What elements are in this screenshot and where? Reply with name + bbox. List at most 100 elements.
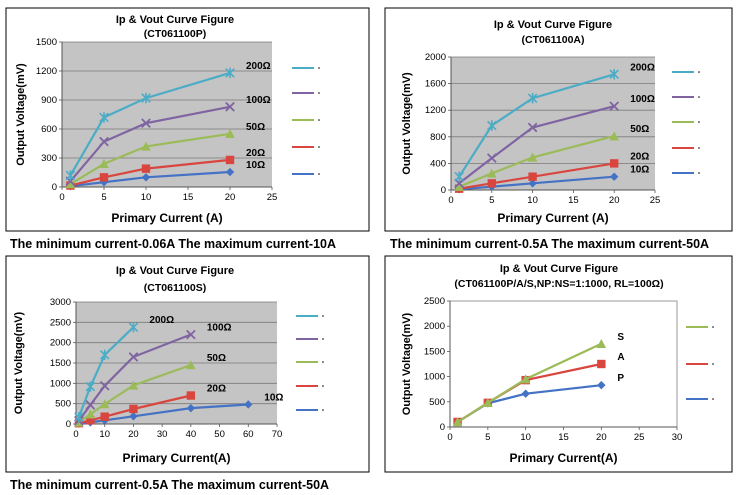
data-point bbox=[244, 400, 253, 409]
x-tick-label: 25 bbox=[650, 195, 661, 206]
data-point bbox=[129, 404, 138, 414]
legend-dot bbox=[318, 119, 320, 121]
series-label: 50Ω bbox=[207, 353, 226, 364]
y-tick-label: 600 bbox=[41, 124, 57, 135]
data-point bbox=[610, 172, 619, 181]
data-point bbox=[454, 181, 464, 191]
series-label: S bbox=[617, 332, 624, 343]
data-point bbox=[85, 409, 96, 419]
x-tick-label: 5 bbox=[489, 195, 494, 206]
data-point bbox=[610, 159, 619, 168]
data-point bbox=[225, 155, 235, 165]
series-line bbox=[459, 162, 615, 190]
x-tick-label: 10 bbox=[520, 432, 531, 443]
y-tick-label: 2000 bbox=[425, 52, 446, 63]
x-tick-label: 25 bbox=[634, 432, 645, 443]
legend-dot bbox=[322, 409, 324, 411]
legend-dot bbox=[318, 146, 320, 148]
data-point bbox=[225, 101, 235, 112]
y-tick-label: 500 bbox=[55, 399, 71, 410]
y-axis-label: Output Voltage(mV) bbox=[13, 311, 25, 414]
data-point bbox=[65, 170, 76, 181]
data-point bbox=[86, 416, 95, 425]
legend-dot bbox=[318, 67, 320, 69]
y-tick-label: 0 bbox=[66, 419, 71, 430]
chart-panel-3: 0 500 1000 1500 2000 2500 3000 0 10 20 30 40 50 60 70 I… bbox=[5, 255, 370, 473]
series-label: 200Ω bbox=[149, 315, 174, 326]
data-point bbox=[85, 400, 96, 410]
chart-panel-1: 0 300 600 900 1200 1500 0 5 10 15 20 25 Ip & Vout Cu… bbox=[5, 7, 370, 232]
plot-area bbox=[449, 300, 678, 428]
data-point bbox=[487, 120, 497, 131]
y-tick-label: 2500 bbox=[50, 317, 71, 328]
legend-dot bbox=[322, 361, 324, 363]
data-point bbox=[527, 122, 538, 133]
data-point bbox=[129, 412, 138, 421]
series-line bbox=[70, 158, 231, 187]
data-point bbox=[528, 172, 537, 181]
y-tick-label: 500 bbox=[429, 397, 445, 408]
data-point bbox=[99, 380, 110, 391]
y-tick-label: 1000 bbox=[424, 372, 445, 383]
series-label: 20Ω bbox=[630, 151, 649, 162]
legend-dot bbox=[712, 363, 714, 365]
data-point bbox=[528, 179, 537, 188]
y-tick-label: 1500 bbox=[36, 37, 57, 48]
y-tick-label: 1500 bbox=[424, 346, 445, 357]
series-line bbox=[69, 132, 231, 186]
y-axis-label: Output Voltage(mV) bbox=[15, 63, 27, 166]
chart-panel-4: 0 500 1000 1500 2000 2500 0 5 10 15 20 25 30 Ip & Vou… bbox=[384, 255, 733, 473]
x-tick-label: 60 bbox=[243, 429, 254, 440]
x-tick-label: 20 bbox=[225, 192, 236, 203]
data-point bbox=[186, 329, 196, 340]
x-axis-label: Primary Current (A) bbox=[111, 211, 222, 225]
data-point bbox=[99, 349, 110, 361]
y-tick-label: 900 bbox=[41, 95, 57, 106]
series-line bbox=[458, 105, 615, 185]
chart-panel-2: 0 400 800 1200 1600 2000 0 5 10 15 20 25 Ip & Vout C… bbox=[384, 7, 733, 232]
x-tick-label: 10 bbox=[527, 195, 538, 206]
data-point bbox=[454, 171, 464, 182]
x-tick-label: 0 bbox=[447, 432, 452, 443]
series-label: 50Ω bbox=[630, 124, 649, 135]
x-tick-label: 20 bbox=[128, 429, 139, 440]
chart-subtitle: (CT061100P) bbox=[144, 28, 206, 40]
data-point bbox=[225, 167, 235, 177]
x-tick-label: 0 bbox=[73, 429, 78, 440]
chart-subtitle: (CT061100S) bbox=[144, 282, 206, 294]
data-point bbox=[128, 322, 139, 333]
series-line bbox=[69, 105, 231, 182]
series-label: 10Ω bbox=[264, 392, 283, 403]
data-point bbox=[452, 417, 463, 427]
y-tick-label: 0 bbox=[440, 422, 445, 433]
series-label: 20Ω bbox=[207, 384, 226, 395]
data-point bbox=[186, 391, 196, 400]
legend-dot bbox=[698, 121, 700, 123]
legend-dot bbox=[698, 172, 700, 174]
x-tick-label: 50 bbox=[214, 429, 225, 440]
plot-area bbox=[62, 42, 272, 187]
legend-dot bbox=[318, 92, 320, 94]
legend-dot bbox=[322, 385, 324, 387]
series-label: 10Ω bbox=[246, 160, 265, 171]
data-point bbox=[141, 173, 151, 182]
series-line bbox=[458, 135, 615, 188]
data-point bbox=[186, 360, 196, 370]
x-tick-label: 5 bbox=[485, 432, 490, 443]
data-point bbox=[99, 399, 110, 409]
data-point bbox=[225, 129, 235, 139]
y-tick-label: 1000 bbox=[50, 378, 71, 389]
y-tick-label: 2500 bbox=[424, 296, 445, 307]
x-tick-label: 30 bbox=[157, 429, 168, 440]
series-label: P bbox=[617, 373, 624, 384]
series-label: 100Ω bbox=[246, 95, 271, 106]
legend-dot bbox=[712, 398, 714, 400]
data-point bbox=[609, 101, 620, 112]
x-tick-label: 10 bbox=[99, 429, 110, 440]
data-point bbox=[65, 179, 76, 189]
data-point bbox=[520, 374, 531, 384]
series-label: 10Ω bbox=[630, 165, 649, 176]
data-point bbox=[527, 93, 538, 104]
y-tick-label: 1200 bbox=[36, 66, 57, 77]
